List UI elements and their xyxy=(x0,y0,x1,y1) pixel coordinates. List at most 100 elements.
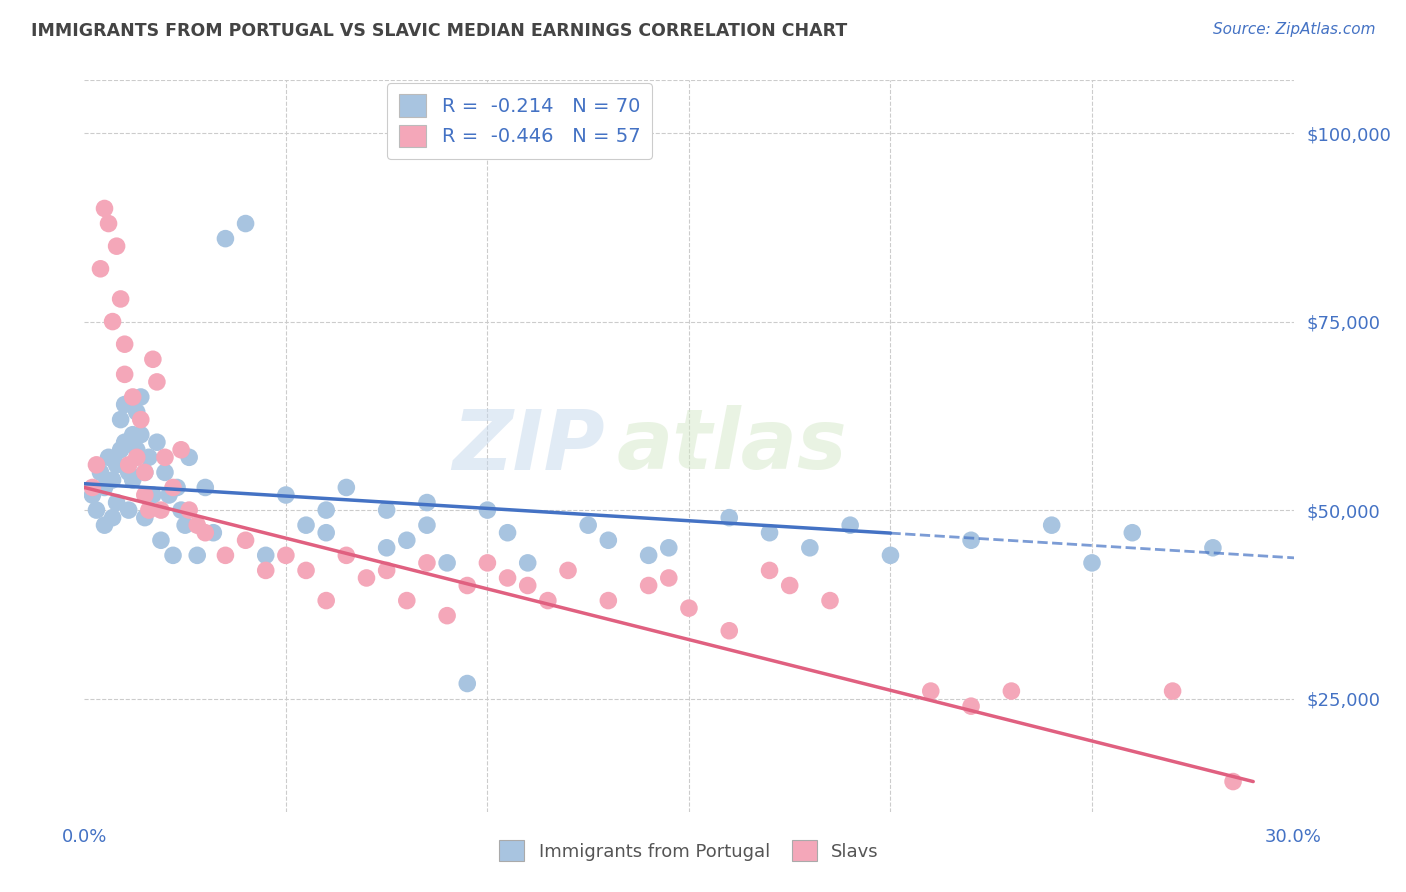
Point xyxy=(637,578,659,592)
Point xyxy=(779,578,801,592)
Point xyxy=(960,533,983,548)
Point xyxy=(142,488,165,502)
Point xyxy=(146,435,169,450)
Point xyxy=(125,450,148,465)
Point xyxy=(637,549,659,563)
Point xyxy=(658,571,681,585)
Point xyxy=(598,593,620,607)
Point xyxy=(456,676,478,690)
Point xyxy=(194,525,217,540)
Point xyxy=(274,488,297,502)
Point xyxy=(89,466,111,480)
Point xyxy=(758,525,780,540)
Point xyxy=(758,563,780,577)
Point xyxy=(295,563,318,577)
Point xyxy=(557,563,579,577)
Point xyxy=(110,292,132,306)
Point xyxy=(1121,525,1143,540)
Point xyxy=(375,563,398,577)
Point xyxy=(315,593,337,607)
Point xyxy=(416,556,439,570)
Point xyxy=(134,466,156,480)
Point xyxy=(818,593,841,607)
Point xyxy=(153,450,176,465)
Point xyxy=(105,239,128,253)
Point xyxy=(86,458,108,472)
Point xyxy=(138,503,160,517)
Point xyxy=(93,480,115,494)
Point xyxy=(129,427,152,442)
Point xyxy=(274,549,297,563)
Point xyxy=(174,518,197,533)
Point xyxy=(138,450,160,465)
Point xyxy=(718,624,741,638)
Point xyxy=(166,480,188,494)
Point xyxy=(395,593,418,607)
Point xyxy=(576,518,599,533)
Point xyxy=(105,495,128,509)
Point xyxy=(416,518,439,533)
Point xyxy=(134,510,156,524)
Point xyxy=(920,684,942,698)
Point xyxy=(375,503,398,517)
Point xyxy=(436,556,458,570)
Point xyxy=(134,488,156,502)
Point xyxy=(186,549,208,563)
Point xyxy=(214,549,236,563)
Point xyxy=(1222,774,1244,789)
Point xyxy=(82,480,104,494)
Point xyxy=(315,525,337,540)
Point xyxy=(375,541,398,555)
Point xyxy=(82,488,104,502)
Point xyxy=(162,549,184,563)
Point xyxy=(110,412,132,426)
Point xyxy=(194,480,217,494)
Point xyxy=(295,518,318,533)
Point xyxy=(153,466,176,480)
Point xyxy=(134,466,156,480)
Point xyxy=(121,390,143,404)
Point xyxy=(129,390,152,404)
Point xyxy=(315,503,337,517)
Point xyxy=(86,503,108,517)
Point xyxy=(125,442,148,457)
Point xyxy=(356,571,378,585)
Point xyxy=(179,450,201,465)
Point xyxy=(186,518,208,533)
Point xyxy=(658,541,681,555)
Point xyxy=(149,503,172,517)
Point xyxy=(335,549,357,563)
Point xyxy=(97,450,120,465)
Point xyxy=(101,510,124,524)
Point xyxy=(496,571,519,585)
Point xyxy=(537,593,560,607)
Point xyxy=(129,412,152,426)
Point xyxy=(395,533,418,548)
Text: IMMIGRANTS FROM PORTUGAL VS SLAVIC MEDIAN EARNINGS CORRELATION CHART: IMMIGRANTS FROM PORTUGAL VS SLAVIC MEDIA… xyxy=(31,22,848,40)
Point xyxy=(718,510,741,524)
Point xyxy=(960,699,983,714)
Point xyxy=(839,518,862,533)
Point xyxy=(114,398,136,412)
Point xyxy=(118,466,141,480)
Text: atlas: atlas xyxy=(616,406,846,486)
Point xyxy=(254,563,277,577)
Point xyxy=(125,405,148,419)
Point xyxy=(254,549,277,563)
Point xyxy=(114,435,136,450)
Legend: Immigrants from Portugal, Slavs: Immigrants from Portugal, Slavs xyxy=(492,833,886,869)
Point xyxy=(149,533,172,548)
Point xyxy=(105,458,128,472)
Point xyxy=(170,442,193,457)
Point xyxy=(416,495,439,509)
Point xyxy=(516,578,538,592)
Point xyxy=(214,232,236,246)
Point xyxy=(1161,684,1184,698)
Point xyxy=(1040,518,1063,533)
Point xyxy=(1000,684,1022,698)
Point xyxy=(598,533,620,548)
Point xyxy=(146,375,169,389)
Point xyxy=(110,442,132,457)
Point xyxy=(93,202,115,216)
Point xyxy=(436,608,458,623)
